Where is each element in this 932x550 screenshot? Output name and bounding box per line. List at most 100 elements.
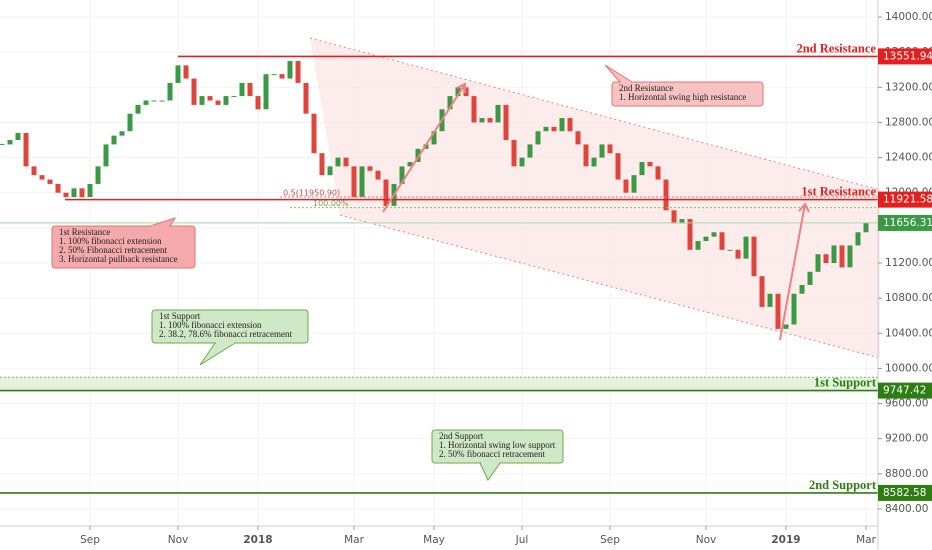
y-tick-label: 10000.00 [885,362,932,374]
level-name: 1st Support [814,375,877,389]
candle [271,74,277,76]
x-tick-label: May [423,534,445,546]
y-tick-label: 8400.00 [885,503,928,515]
level-price: 8582.58 [883,487,926,499]
callout-text: 2. 50% fibonacci retracement [439,449,545,459]
level-name: 2nd Resistance [796,41,876,55]
candle [655,166,661,180]
y-tick-label: 10400.00 [885,327,932,339]
candle [79,188,85,198]
callout-tail [149,217,177,227]
callout-text: 1. Horizontal swing low support [439,440,556,450]
candle [639,161,645,176]
candle [535,131,541,145]
level-name: 1st Resistance [801,184,876,198]
candle [335,157,341,167]
y-tick-label: 12800.00 [885,116,932,128]
support-zone [0,377,878,391]
channel-bottom [339,214,881,359]
candle [471,96,477,123]
candle [631,175,637,193]
candle [607,144,613,154]
candle [127,113,133,132]
candle [863,222,869,233]
candle [847,245,853,268]
y-tick-label: 11200.00 [885,257,932,269]
candle [367,166,373,171]
candle [759,276,765,307]
candle [671,210,677,224]
candle [799,284,805,294]
candle [215,100,221,105]
level-name: 2nd Support [809,478,877,492]
last-price-label: 11656.31 [883,217,932,229]
callout-tail [199,342,237,366]
candle [519,157,525,167]
x-tick-label: 2018 [243,534,272,546]
candle [159,100,165,102]
candle [247,82,253,97]
candle [207,96,213,101]
level-price: 9747.42 [883,385,926,397]
x-tick-label: Mar [344,534,364,546]
y-tick-label: 8800.00 [885,468,928,480]
callout-tail [479,462,501,481]
candle [831,245,837,263]
candle [623,179,629,193]
callout-text: 3. Horizontal pullback resistance [59,254,177,264]
candle [359,166,365,198]
candle [735,249,741,259]
candle [495,104,501,123]
callout-text: 2. 50% Fibonacci retracement [59,245,167,255]
callout-text: 2nd Support [439,431,484,441]
callout-text: 1. 100% fibonacci extension [159,320,262,330]
y-tick-label: 14000.00 [885,11,932,23]
candle [415,148,421,162]
candle [0,143,5,145]
candle [407,161,413,167]
level-price-box [878,48,932,65]
candle [311,113,317,154]
candle [287,60,293,79]
callout-text: 2nd Resistance [619,83,673,93]
callout-tail [604,64,634,83]
candle [599,144,605,158]
candle [119,131,125,136]
candle [135,104,141,114]
candle [791,293,797,325]
y-tick-label: 12400.00 [885,152,932,164]
candle [375,170,381,180]
candle [295,60,301,83]
candle [303,82,309,114]
candle [223,96,229,105]
candle [351,166,357,198]
candle [703,236,709,242]
candle [767,293,773,307]
candle [527,144,533,158]
candle [47,179,53,184]
callout-text: 1. 100% fibonacci extension [59,236,162,246]
callout-text: 1. Horizontal swing high resistance [619,92,746,102]
channel [310,38,880,358]
candle [687,219,693,250]
level-price: 13551.94 [883,50,932,62]
candle [111,135,117,145]
candle [327,166,333,176]
candle [823,254,829,263]
candle [727,249,733,251]
candle [503,104,509,141]
candle [63,192,69,198]
candle [55,183,61,193]
candle [103,144,109,167]
candle [663,179,669,211]
x-tick-label: Nov [696,534,717,546]
candle [783,324,789,329]
candle [591,157,597,167]
x-tick-label: Sep [80,534,100,546]
candle [615,153,621,180]
x-tick-label: 2019 [771,534,800,546]
candle [839,245,845,268]
x-tick-label: Nov [168,534,189,546]
candle [15,132,21,141]
